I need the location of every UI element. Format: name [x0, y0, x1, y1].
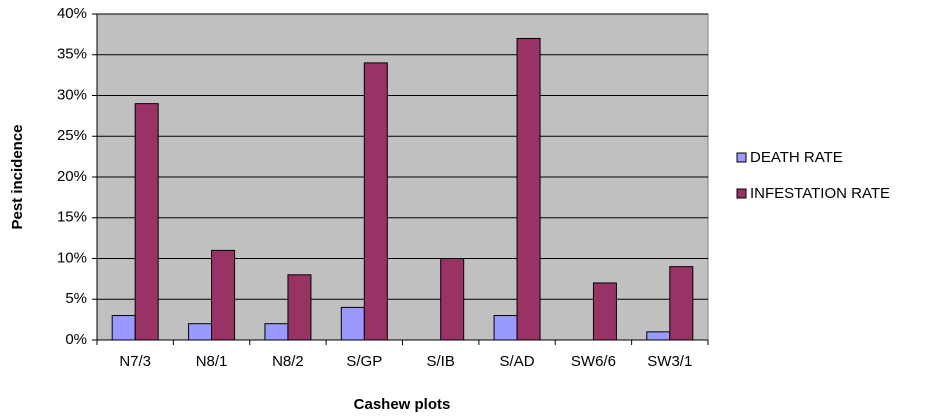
- y-tick-label: 5%: [65, 290, 87, 307]
- y-tick-label: 35%: [57, 46, 87, 63]
- bar: [516, 37, 541, 341]
- x-tick-label: SW6/6: [571, 353, 616, 370]
- bar: [340, 306, 365, 341]
- y-tick-label: 0%: [65, 331, 87, 348]
- bar: [111, 315, 136, 341]
- bar: [440, 258, 465, 341]
- x-tick-label: S/IB: [427, 353, 455, 370]
- x-tick-label: SW3/1: [647, 353, 692, 370]
- y-tick-label: 15%: [57, 209, 87, 226]
- y-tick-label: 25%: [57, 127, 87, 144]
- bar: [592, 282, 617, 341]
- y-tick-label: 10%: [57, 249, 87, 266]
- x-axis-title: Cashew plots: [354, 396, 451, 413]
- bar: [211, 249, 236, 341]
- x-tick-label: S/AD: [500, 353, 535, 370]
- x-tick-label: N7/3: [119, 353, 151, 370]
- bar: [287, 274, 312, 341]
- x-tick-label: N8/2: [272, 353, 304, 370]
- x-tick-label: S/GP: [346, 353, 382, 370]
- bar: [493, 315, 518, 341]
- bar: [646, 331, 671, 341]
- bar: [134, 103, 159, 341]
- y-tick-label: 20%: [57, 168, 87, 185]
- bar: [363, 62, 388, 341]
- legend-label: INFESTATION RATE: [750, 185, 890, 202]
- legend-swatch: [736, 152, 747, 163]
- x-tick-label: N8/1: [196, 353, 228, 370]
- legend-label: DEATH RATE: [750, 149, 843, 166]
- y-axis-title: Pest incidence: [9, 124, 26, 229]
- bar: [264, 323, 289, 341]
- bar: [188, 323, 213, 341]
- legend-swatch: [736, 188, 747, 199]
- y-tick-label: 30%: [57, 86, 87, 103]
- y-tick-label: 40%: [57, 5, 87, 22]
- bar: [669, 266, 694, 341]
